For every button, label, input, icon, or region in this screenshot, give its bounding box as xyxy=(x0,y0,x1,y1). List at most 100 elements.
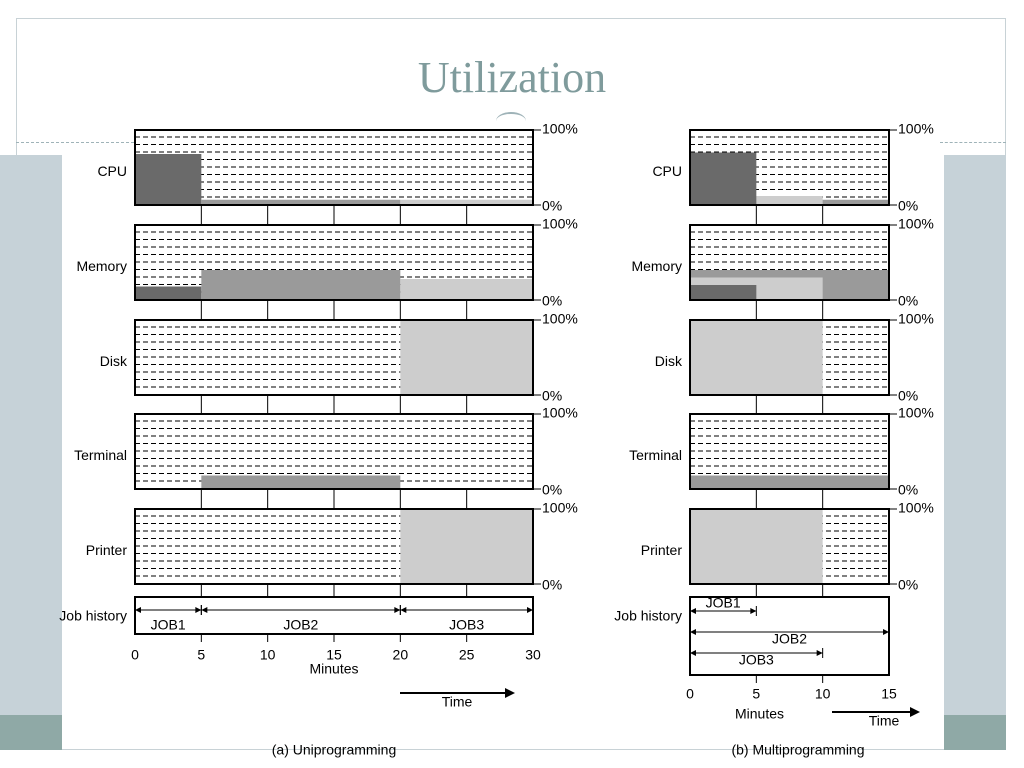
slide-title: Utilization xyxy=(417,53,607,102)
job-name-label: JOB2 xyxy=(772,631,807,647)
y-tick-label: 0% xyxy=(898,482,918,498)
y-tick-label: 100% xyxy=(542,500,578,516)
y-tick-label: 100% xyxy=(898,405,934,421)
job-history-frame xyxy=(689,596,890,676)
header-rule-left xyxy=(16,142,134,143)
resource-label: Disk xyxy=(100,353,128,369)
job-history-frame xyxy=(134,596,534,635)
utilization-bar xyxy=(690,509,823,584)
x-tick-label: 0 xyxy=(131,647,139,663)
y-tick-label: 100% xyxy=(542,311,578,327)
x-tick-label: 25 xyxy=(459,647,475,663)
utilization-bar xyxy=(201,270,401,300)
left-accent-foot xyxy=(0,715,62,750)
resource-label: Memory xyxy=(631,258,682,274)
job-span-arrowhead xyxy=(690,629,696,635)
x-tick-label: 15 xyxy=(326,647,342,663)
resource-label: CPU xyxy=(97,163,127,179)
chart-caption: (b) Multiprogramming xyxy=(731,742,864,758)
job-span-arrowhead xyxy=(816,650,823,656)
resource-label: Memory xyxy=(76,258,127,274)
right-accent-foot xyxy=(944,715,1006,750)
x-tick-label: 10 xyxy=(260,647,276,663)
y-tick-label: 100% xyxy=(542,216,578,232)
time-arrowhead xyxy=(505,688,515,698)
job-name-label: JOB1 xyxy=(151,617,186,633)
resource-label: Printer xyxy=(86,542,128,558)
y-tick-label: 100% xyxy=(542,405,578,421)
x-tick-label: 20 xyxy=(393,647,409,663)
panel-frame xyxy=(689,129,890,206)
utilization-bar xyxy=(690,152,757,205)
y-tick-label: 0% xyxy=(898,198,918,214)
job-span-arrowhead xyxy=(135,607,141,613)
utilization-bar xyxy=(690,475,889,489)
y-tick-label: 100% xyxy=(898,121,934,137)
y-tick-label: 0% xyxy=(542,198,562,214)
job-span-arrowhead xyxy=(400,607,407,613)
y-tick-label: 0% xyxy=(542,577,562,593)
x-tick-label: 15 xyxy=(881,686,897,702)
panel-frame xyxy=(689,413,890,490)
y-tick-label: 0% xyxy=(898,293,918,309)
utilization-bar xyxy=(201,475,401,489)
header-rule-right xyxy=(940,142,1006,143)
panel-frame xyxy=(689,319,890,396)
resource-label: Terminal xyxy=(629,447,682,463)
right-accent-bar xyxy=(944,155,1006,715)
job-name-label: JOB3 xyxy=(449,617,484,633)
job-span-arrowhead xyxy=(690,650,696,656)
utilization-bar xyxy=(690,320,823,395)
panel-frame xyxy=(134,319,534,396)
utilization-bar xyxy=(400,320,533,395)
panel-frame xyxy=(689,224,890,301)
x-tick-label: 5 xyxy=(197,647,205,663)
y-tick-label: 0% xyxy=(542,482,562,498)
y-tick-label: 100% xyxy=(898,216,934,232)
utilization-bar xyxy=(400,199,533,205)
time-label: Time xyxy=(869,713,900,729)
time-label: Time xyxy=(442,694,473,710)
panel-frame xyxy=(689,508,890,585)
y-tick-label: 0% xyxy=(542,293,562,309)
job-span-arrowhead xyxy=(690,608,696,614)
y-tick-label: 0% xyxy=(542,388,562,404)
job-span-arrowhead xyxy=(195,607,202,613)
y-tick-label: 100% xyxy=(898,311,934,327)
job-span-arrowhead xyxy=(527,607,533,613)
utilization-bar xyxy=(400,509,533,584)
resource-label: Printer xyxy=(641,542,683,558)
x-tick-label: 10 xyxy=(815,686,831,702)
resource-label: Terminal xyxy=(74,447,127,463)
job-history-label: Job history xyxy=(614,608,682,624)
chart-caption: (a) Uniprogramming xyxy=(272,742,396,758)
job-span-arrowhead xyxy=(201,607,208,613)
title-ornament xyxy=(496,112,526,130)
panel-frame xyxy=(134,129,534,206)
x-tick-label: 30 xyxy=(525,647,541,663)
panel-frame xyxy=(134,224,534,301)
resource-label: Disk xyxy=(655,353,683,369)
utilization-bar xyxy=(690,285,757,300)
utilization-bar xyxy=(135,286,202,300)
panel-frame xyxy=(134,413,534,490)
job-name-label: JOB1 xyxy=(706,595,741,611)
y-tick-label: 100% xyxy=(898,500,934,516)
panel-frame xyxy=(134,508,534,585)
resource-label: CPU xyxy=(652,163,682,179)
job-span-arrowhead xyxy=(394,607,401,613)
time-arrowhead xyxy=(910,707,920,717)
x-axis-label: Minutes xyxy=(735,706,784,722)
utilization-bar xyxy=(201,199,401,205)
y-tick-label: 0% xyxy=(898,388,918,404)
y-tick-label: 100% xyxy=(542,121,578,137)
utilization-bar xyxy=(690,196,823,205)
job-span-arrowhead xyxy=(883,629,889,635)
left-accent-bar xyxy=(0,155,62,715)
x-tick-label: 5 xyxy=(752,686,760,702)
utilization-bar xyxy=(135,154,202,205)
job-name-label: JOB3 xyxy=(739,652,774,668)
x-axis-label: Minutes xyxy=(309,661,358,677)
job-history-label: Job history xyxy=(59,608,127,624)
